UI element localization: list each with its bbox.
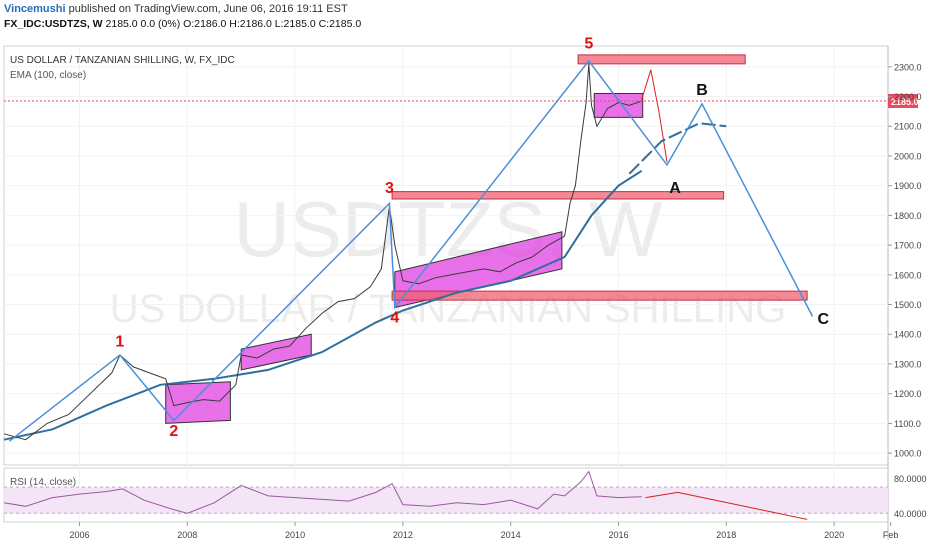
y-tick-label: 1800.0 — [894, 211, 922, 221]
zone-top — [593, 93, 644, 118]
y-tick-label: 1500.0 — [894, 300, 922, 310]
wave-label: C — [818, 311, 830, 328]
ema-line — [3, 169, 643, 441]
zone-channel-a — [240, 333, 312, 371]
y-tick-label: 1100.0 — [894, 419, 921, 429]
price-line — [3, 63, 642, 441]
y-tick-label: 1700.0 — [894, 241, 922, 251]
zone-peak — [577, 54, 746, 65]
rsi-arrow-down — [677, 491, 808, 520]
x-tick-label: 2008 — [177, 530, 197, 540]
wave-label: A — [669, 180, 681, 197]
wave-label: 1 — [115, 334, 124, 351]
symbol-label: FX_IDC:USDTZS, W — [4, 18, 103, 30]
chart-title: US DOLLAR / TANZANIAN SHILLING, W, FX_ID… — [10, 55, 235, 66]
wave-label: 2 — [169, 423, 178, 440]
x-tick-label: 2012 — [393, 530, 413, 540]
series — [3, 59, 814, 520]
rsi-band — [4, 487, 888, 514]
y-tick-label: 1900.0 — [894, 181, 922, 191]
quote-values: 2185.0 0.0 (0%) O:2186.0 H:2186.0 L:2185… — [105, 18, 362, 30]
rsi-tick-label: 80.0000 — [894, 474, 927, 484]
wave-label: 4 — [390, 309, 399, 326]
wave-label: B — [696, 82, 708, 99]
time-axis[interactable]: 2006 2008 2010 2012 2014 2016 2018 2020 Feb — [69, 522, 898, 540]
x-tick-label: 2016 — [608, 530, 628, 540]
y-tick-label: 1400.0 — [894, 330, 922, 340]
last-price-box — [888, 93, 918, 108]
publish-info: published on TradingView.com, June 06, 2… — [68, 3, 348, 15]
symbol-line: FX_IDC:USDTZS, W 2185.0 0.0 (0%) O:2186.… — [4, 18, 361, 30]
x-tick-label: 2020 — [824, 530, 844, 540]
y-tick-label: 2200.0 — [894, 92, 922, 102]
y-tick-label: 1300.0 — [894, 359, 922, 369]
publisher-name[interactable]: Vincemushi — [4, 3, 66, 15]
projection-arrow — [641, 69, 668, 162]
y-tick-label: 2100.0 — [894, 122, 922, 132]
y-tick-label: 1600.0 — [894, 270, 922, 280]
y-tick-label: 2000.0 — [894, 151, 922, 161]
x-tick-label: 2006 — [69, 530, 89, 540]
rsi-label: RSI (14, close) — [10, 477, 76, 488]
x-tick-label: 2018 — [716, 530, 736, 540]
wave-label: 3 — [385, 180, 394, 197]
indicator-label: EMA (100, close) — [10, 70, 86, 81]
y-tick-label: 1200.0 — [894, 389, 922, 399]
rsi-tick-label: 40.0000 — [894, 509, 927, 519]
rsi-arrow-up — [645, 491, 678, 499]
watermark-symbol: USDTZS, W — [234, 185, 663, 273]
last-price-label: 2185.0 — [891, 97, 919, 107]
wave-path — [8, 59, 814, 442]
y-tick-label: 1000.0 — [894, 449, 922, 459]
wave-label: 5 — [584, 35, 593, 52]
x-tick-label: Feb — [883, 530, 899, 540]
price-axis[interactable]: 1000.0 1100.0 1200.0 1300.0 1400.0 1500.0 1600… — [888, 62, 927, 519]
zone-support-c — [391, 290, 808, 301]
x-tick-label: 2010 — [285, 530, 305, 540]
zone-wave2 — [165, 381, 231, 424]
y-tick-label: 2300.0 — [894, 62, 922, 72]
publisher-line: Vincemushi published on TradingView.com,… — [4, 3, 348, 15]
annotations: 2185.0 1 2 3 4 5 A B C — [4, 35, 919, 440]
rsi-line — [3, 470, 642, 514]
ema-projection — [628, 122, 727, 175]
x-tick-label: 2014 — [501, 530, 521, 540]
